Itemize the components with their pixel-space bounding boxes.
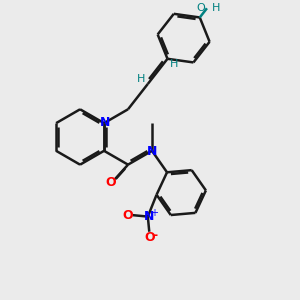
Text: O: O (122, 208, 133, 222)
Text: N: N (144, 210, 154, 223)
Text: H: H (212, 3, 220, 13)
Text: H: H (170, 59, 178, 69)
Text: O: O (197, 3, 206, 13)
Text: O: O (144, 231, 154, 244)
Text: +: + (150, 208, 158, 218)
Text: H: H (137, 74, 146, 84)
Text: O: O (106, 176, 116, 189)
Text: -: - (152, 229, 157, 242)
Text: N: N (147, 145, 157, 158)
Text: N: N (100, 116, 111, 129)
